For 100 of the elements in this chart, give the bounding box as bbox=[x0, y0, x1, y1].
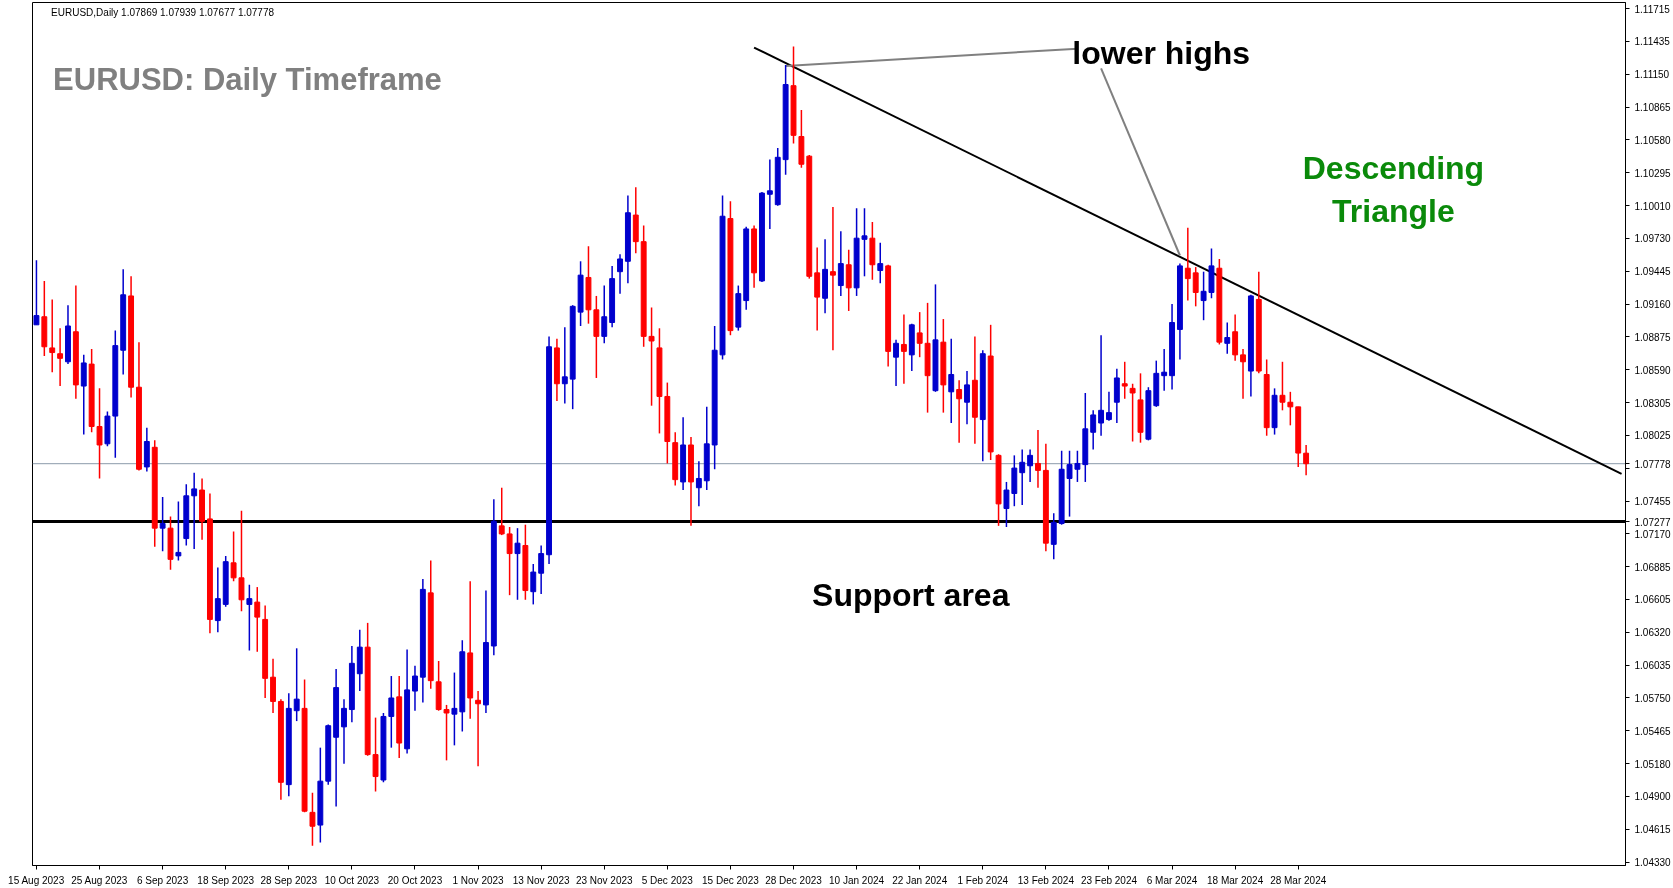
candlestick bbox=[617, 253, 623, 295]
candlestick bbox=[1027, 448, 1034, 483]
y-tick-label: 1.10295 bbox=[1634, 167, 1672, 179]
candlestick bbox=[561, 326, 568, 405]
candlestick bbox=[175, 500, 182, 562]
x-tick-label: 15 Dec 2023 bbox=[702, 874, 760, 886]
x-tick-label: 1 Nov 2023 bbox=[452, 874, 505, 886]
y-tick-label: 1.09730 bbox=[1634, 233, 1672, 245]
annotation: Descending Triangle bbox=[1302, 149, 1485, 230]
x-tick-label: 10 Jan 2024 bbox=[829, 874, 885, 886]
candlestick bbox=[948, 337, 955, 424]
annotation: Support area bbox=[812, 577, 1010, 614]
candlestick bbox=[766, 158, 773, 230]
candlestick bbox=[191, 471, 198, 550]
candlestick bbox=[506, 526, 513, 596]
candlestick bbox=[695, 460, 702, 507]
candlestick bbox=[49, 298, 56, 373]
candlestick bbox=[956, 379, 963, 444]
candlestick bbox=[1287, 391, 1294, 427]
y-tick-label: 1.06605 bbox=[1634, 594, 1672, 606]
candlestick bbox=[1303, 444, 1310, 477]
x-tick-label: 18 Sep 2023 bbox=[197, 874, 255, 886]
candlestick bbox=[1098, 334, 1105, 437]
y-tick-label: 1.10580 bbox=[1634, 134, 1672, 146]
text: EURUSD: Daily Timeframe bbox=[53, 61, 442, 97]
y-tick-label: 1.06320 bbox=[1634, 627, 1672, 639]
ref-line-label: 1.07778 bbox=[1634, 458, 1672, 470]
y-tick-label: 1.11435 bbox=[1634, 36, 1671, 48]
x-tick-label: 22 Jan 2024 bbox=[892, 874, 948, 886]
candlestick bbox=[601, 284, 608, 345]
candlestick bbox=[893, 339, 899, 387]
candlestick bbox=[293, 647, 300, 722]
candlestick bbox=[1192, 266, 1199, 308]
y-tick-label: 1.05465 bbox=[1634, 725, 1672, 737]
x-tick-label: 6 Mar 2024 bbox=[1146, 874, 1198, 886]
y-tick-label: 1.04615 bbox=[1634, 824, 1672, 836]
y-tick-label: 1.06035 bbox=[1634, 660, 1672, 672]
ref-line-label: 1.07277 bbox=[1634, 516, 1672, 528]
y-tick-label: 1.07455 bbox=[1634, 496, 1672, 508]
y-tick-label: 1.08305 bbox=[1634, 397, 1672, 409]
annotation: lower highs bbox=[1072, 35, 1251, 72]
candlestick bbox=[1161, 348, 1168, 392]
candlestick bbox=[514, 527, 521, 601]
x-tick-label: 5 Dec 2023 bbox=[641, 874, 694, 886]
candlestick bbox=[1184, 227, 1191, 302]
candlestick bbox=[1121, 361, 1128, 400]
candlestick bbox=[159, 496, 166, 553]
y-tick-label: 1.09445 bbox=[1634, 266, 1672, 278]
candlestick bbox=[33, 259, 40, 326]
candlestick bbox=[230, 530, 237, 583]
x-tick-label: 23 Feb 2024 bbox=[1080, 874, 1138, 886]
candlestick bbox=[57, 327, 64, 387]
x-tick-label: 25 Aug 2023 bbox=[71, 874, 128, 886]
candlestick bbox=[1050, 512, 1057, 561]
candlestick bbox=[412, 664, 418, 712]
candlestick bbox=[1240, 348, 1246, 400]
y-tick-label: 1.08590 bbox=[1634, 364, 1672, 376]
candlestick bbox=[341, 698, 347, 765]
candlestick bbox=[1106, 391, 1112, 422]
y-tick-label: 1.08875 bbox=[1634, 331, 1672, 343]
candlestick bbox=[837, 230, 844, 297]
candlestick bbox=[830, 206, 836, 351]
x-tick-label: 10 Oct 2023 bbox=[324, 874, 380, 886]
candlestick bbox=[530, 563, 537, 606]
y-tick-label: 1.08025 bbox=[1634, 430, 1672, 442]
x-tick-label: 28 Mar 2024 bbox=[1270, 874, 1327, 886]
y-tick-label: 1.10010 bbox=[1634, 200, 1672, 212]
candlestick bbox=[1090, 409, 1097, 451]
x-tick-label: 13 Feb 2024 bbox=[1017, 874, 1075, 886]
candlestick bbox=[1279, 361, 1286, 412]
candlestick bbox=[1129, 382, 1136, 443]
y-tick-label: 1.05750 bbox=[1634, 692, 1672, 704]
candlestick bbox=[538, 544, 545, 595]
candlestick bbox=[372, 716, 379, 793]
x-tick-label: 1 Feb 2024 bbox=[957, 874, 1009, 886]
candlestick bbox=[309, 791, 316, 847]
x-tick-label: 18 Mar 2024 bbox=[1207, 874, 1264, 886]
x-tick-label: 6 Sep 2023 bbox=[137, 874, 189, 886]
y-tick-label: 1.10865 bbox=[1634, 102, 1672, 114]
x-tick-label: 15 Aug 2023 bbox=[8, 874, 65, 886]
candlestick bbox=[1035, 429, 1041, 489]
candlestick bbox=[845, 248, 852, 312]
y-tick-label: 1.04330 bbox=[1634, 857, 1672, 869]
y-tick-label: 1.06885 bbox=[1634, 561, 1672, 573]
y-tick-label: 1.09160 bbox=[1634, 299, 1672, 311]
candlestick bbox=[246, 584, 253, 652]
y-tick-label: 1.11150 bbox=[1634, 69, 1670, 81]
y-tick-label: 1.11715 bbox=[1634, 3, 1671, 15]
x-tick-label: 28 Dec 2023 bbox=[765, 874, 823, 886]
x-tick-label: 23 Nov 2023 bbox=[575, 874, 634, 886]
candlestick bbox=[1019, 448, 1026, 506]
x-tick-label: 28 Sep 2023 bbox=[260, 874, 318, 886]
y-tick-label: 1.05180 bbox=[1634, 758, 1672, 770]
candlestick bbox=[877, 242, 884, 284]
candlestick bbox=[498, 486, 505, 536]
candlestick bbox=[214, 566, 221, 633]
y-tick-label: 1.07170 bbox=[1634, 528, 1672, 540]
candlestick bbox=[254, 586, 261, 653]
candlestick bbox=[900, 313, 907, 385]
candlestick bbox=[80, 354, 87, 436]
